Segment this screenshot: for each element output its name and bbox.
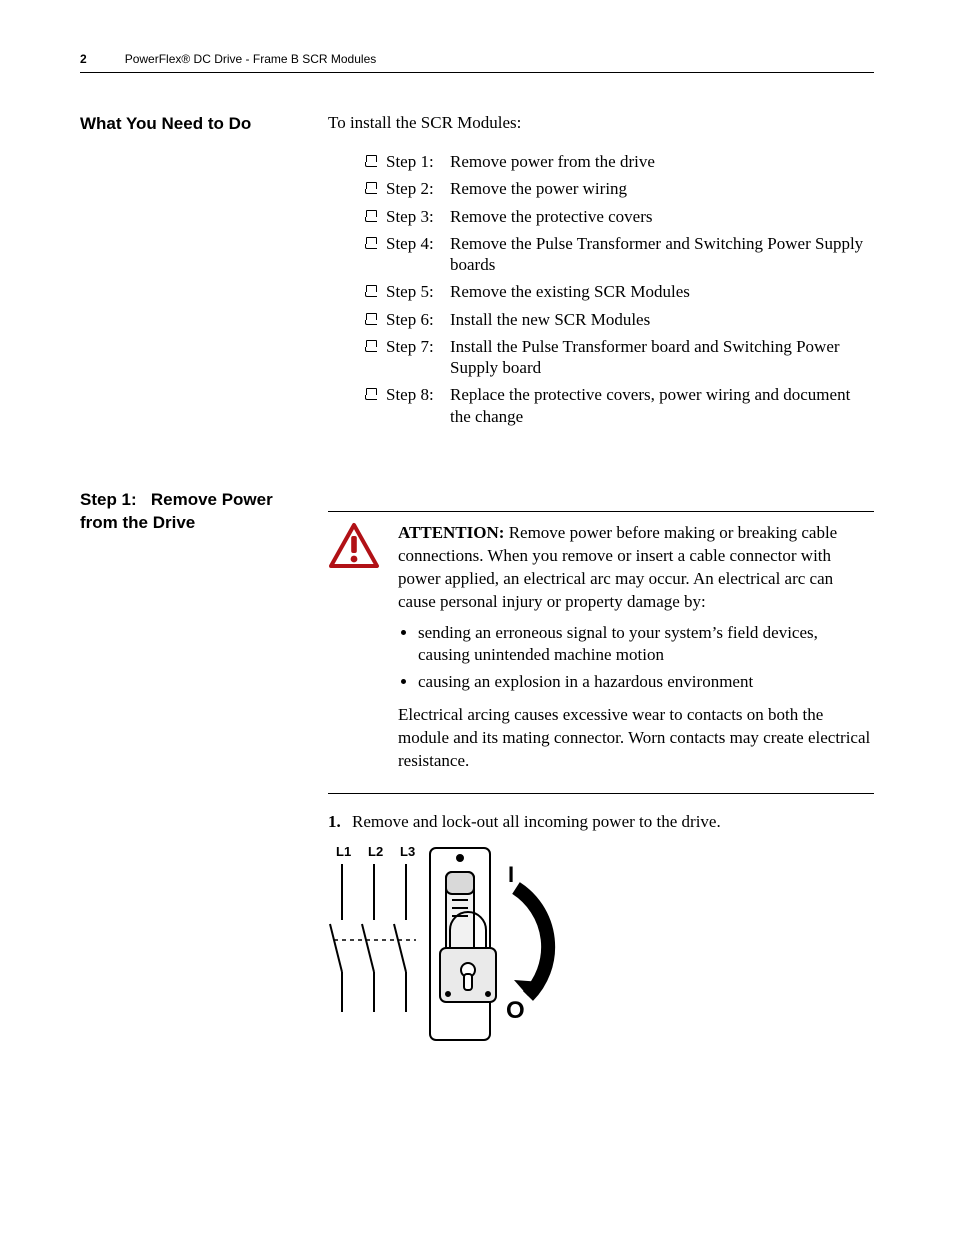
doc-title: PowerFlex® DC Drive - Frame B SCR Module… [125, 52, 377, 66]
step-desc: Remove the protective covers [450, 206, 874, 227]
attention-para2: Electrical arcing causes excessive wear … [398, 704, 874, 773]
checkbox-icon [366, 388, 377, 399]
section-what-you-need: What You Need to Do To install the SCR M… [80, 113, 874, 455]
attention-block: ATTENTION: Remove power before making or… [328, 511, 874, 794]
section-step1: Step 1: Remove Power from the Drive ATTE… [80, 489, 874, 1057]
checkbox-icon [366, 313, 377, 324]
list-item: Step 5: Remove the existing SCR Modules [366, 281, 874, 302]
step-desc: Replace the protective covers, power wir… [450, 384, 874, 427]
step-desc: Remove power from the drive [450, 151, 874, 172]
checkbox-icon [366, 155, 377, 166]
label-l1: L1 [336, 844, 351, 859]
checkbox-icon [366, 237, 377, 248]
step-desc: Install the new SCR Modules [450, 309, 874, 330]
warning-icon [328, 522, 392, 781]
attention-label: ATTENTION: [398, 523, 504, 542]
lockout-diagram: L1 L2 L3 [328, 842, 874, 1057]
checkbox-icon [366, 182, 377, 193]
list-item: Step 1: Remove power from the drive [366, 151, 874, 172]
step-label: Step 5: [386, 281, 444, 302]
list-item: Step 7: Install the Pulse Transformer bo… [366, 336, 874, 379]
checkbox-icon [366, 285, 377, 296]
list-item: Step 6: Install the new SCR Modules [366, 309, 874, 330]
step-desc: Remove the existing SCR Modules [450, 281, 874, 302]
step-text: Remove and lock-out all incoming power t… [352, 812, 874, 832]
list-item: Step 3: Remove the protective covers [366, 206, 874, 227]
step-desc: Remove the Pulse Transformer and Switchi… [450, 233, 874, 276]
list-item: causing an explosion in a hazardous envi… [418, 671, 874, 694]
checkbox-icon [366, 340, 377, 351]
label-off: O [506, 997, 525, 1024]
list-item: Step 4: Remove the Pulse Transformer and… [366, 233, 874, 276]
step-desc: Install the Pulse Transformer board and … [450, 336, 874, 379]
page-number: 2 [80, 52, 87, 66]
list-item: Step 8: Replace the protective covers, p… [366, 384, 874, 427]
step-label: Step 1: [386, 151, 444, 172]
step-number: 1. [328, 812, 352, 832]
label-on: I [508, 862, 514, 887]
attention-bullets: sending an erroneous signal to your syst… [418, 622, 874, 695]
step-label: Step 2: [386, 178, 444, 199]
attention-text: ATTENTION: Remove power before making or… [398, 522, 874, 781]
page: 2 PowerFlex® DC Drive - Frame B SCR Modu… [0, 0, 954, 1235]
steps-list: Step 1: Remove power from the drive Step… [366, 151, 874, 427]
list-item: Step 2: Remove the power wiring [366, 178, 874, 199]
numbered-step: 1. Remove and lock-out all incoming powe… [328, 812, 874, 832]
step-label: Step 3: [386, 206, 444, 227]
section-heading: Step 1: Remove Power from the Drive [80, 489, 310, 535]
step-label: Step 4: [386, 233, 444, 254]
step-label: Step 7: [386, 336, 444, 357]
intro-text: To install the SCR Modules: [328, 113, 874, 133]
running-header: 2 PowerFlex® DC Drive - Frame B SCR Modu… [80, 52, 874, 73]
step-label: Step 8: [386, 384, 444, 405]
list-item: sending an erroneous signal to your syst… [418, 622, 874, 668]
section-heading: What You Need to Do [80, 113, 310, 136]
label-l2: L2 [368, 844, 383, 859]
step-desc: Remove the power wiring [450, 178, 874, 199]
checkbox-icon [366, 210, 377, 221]
step-label: Step 6: [386, 309, 444, 330]
label-l3: L3 [400, 844, 415, 859]
